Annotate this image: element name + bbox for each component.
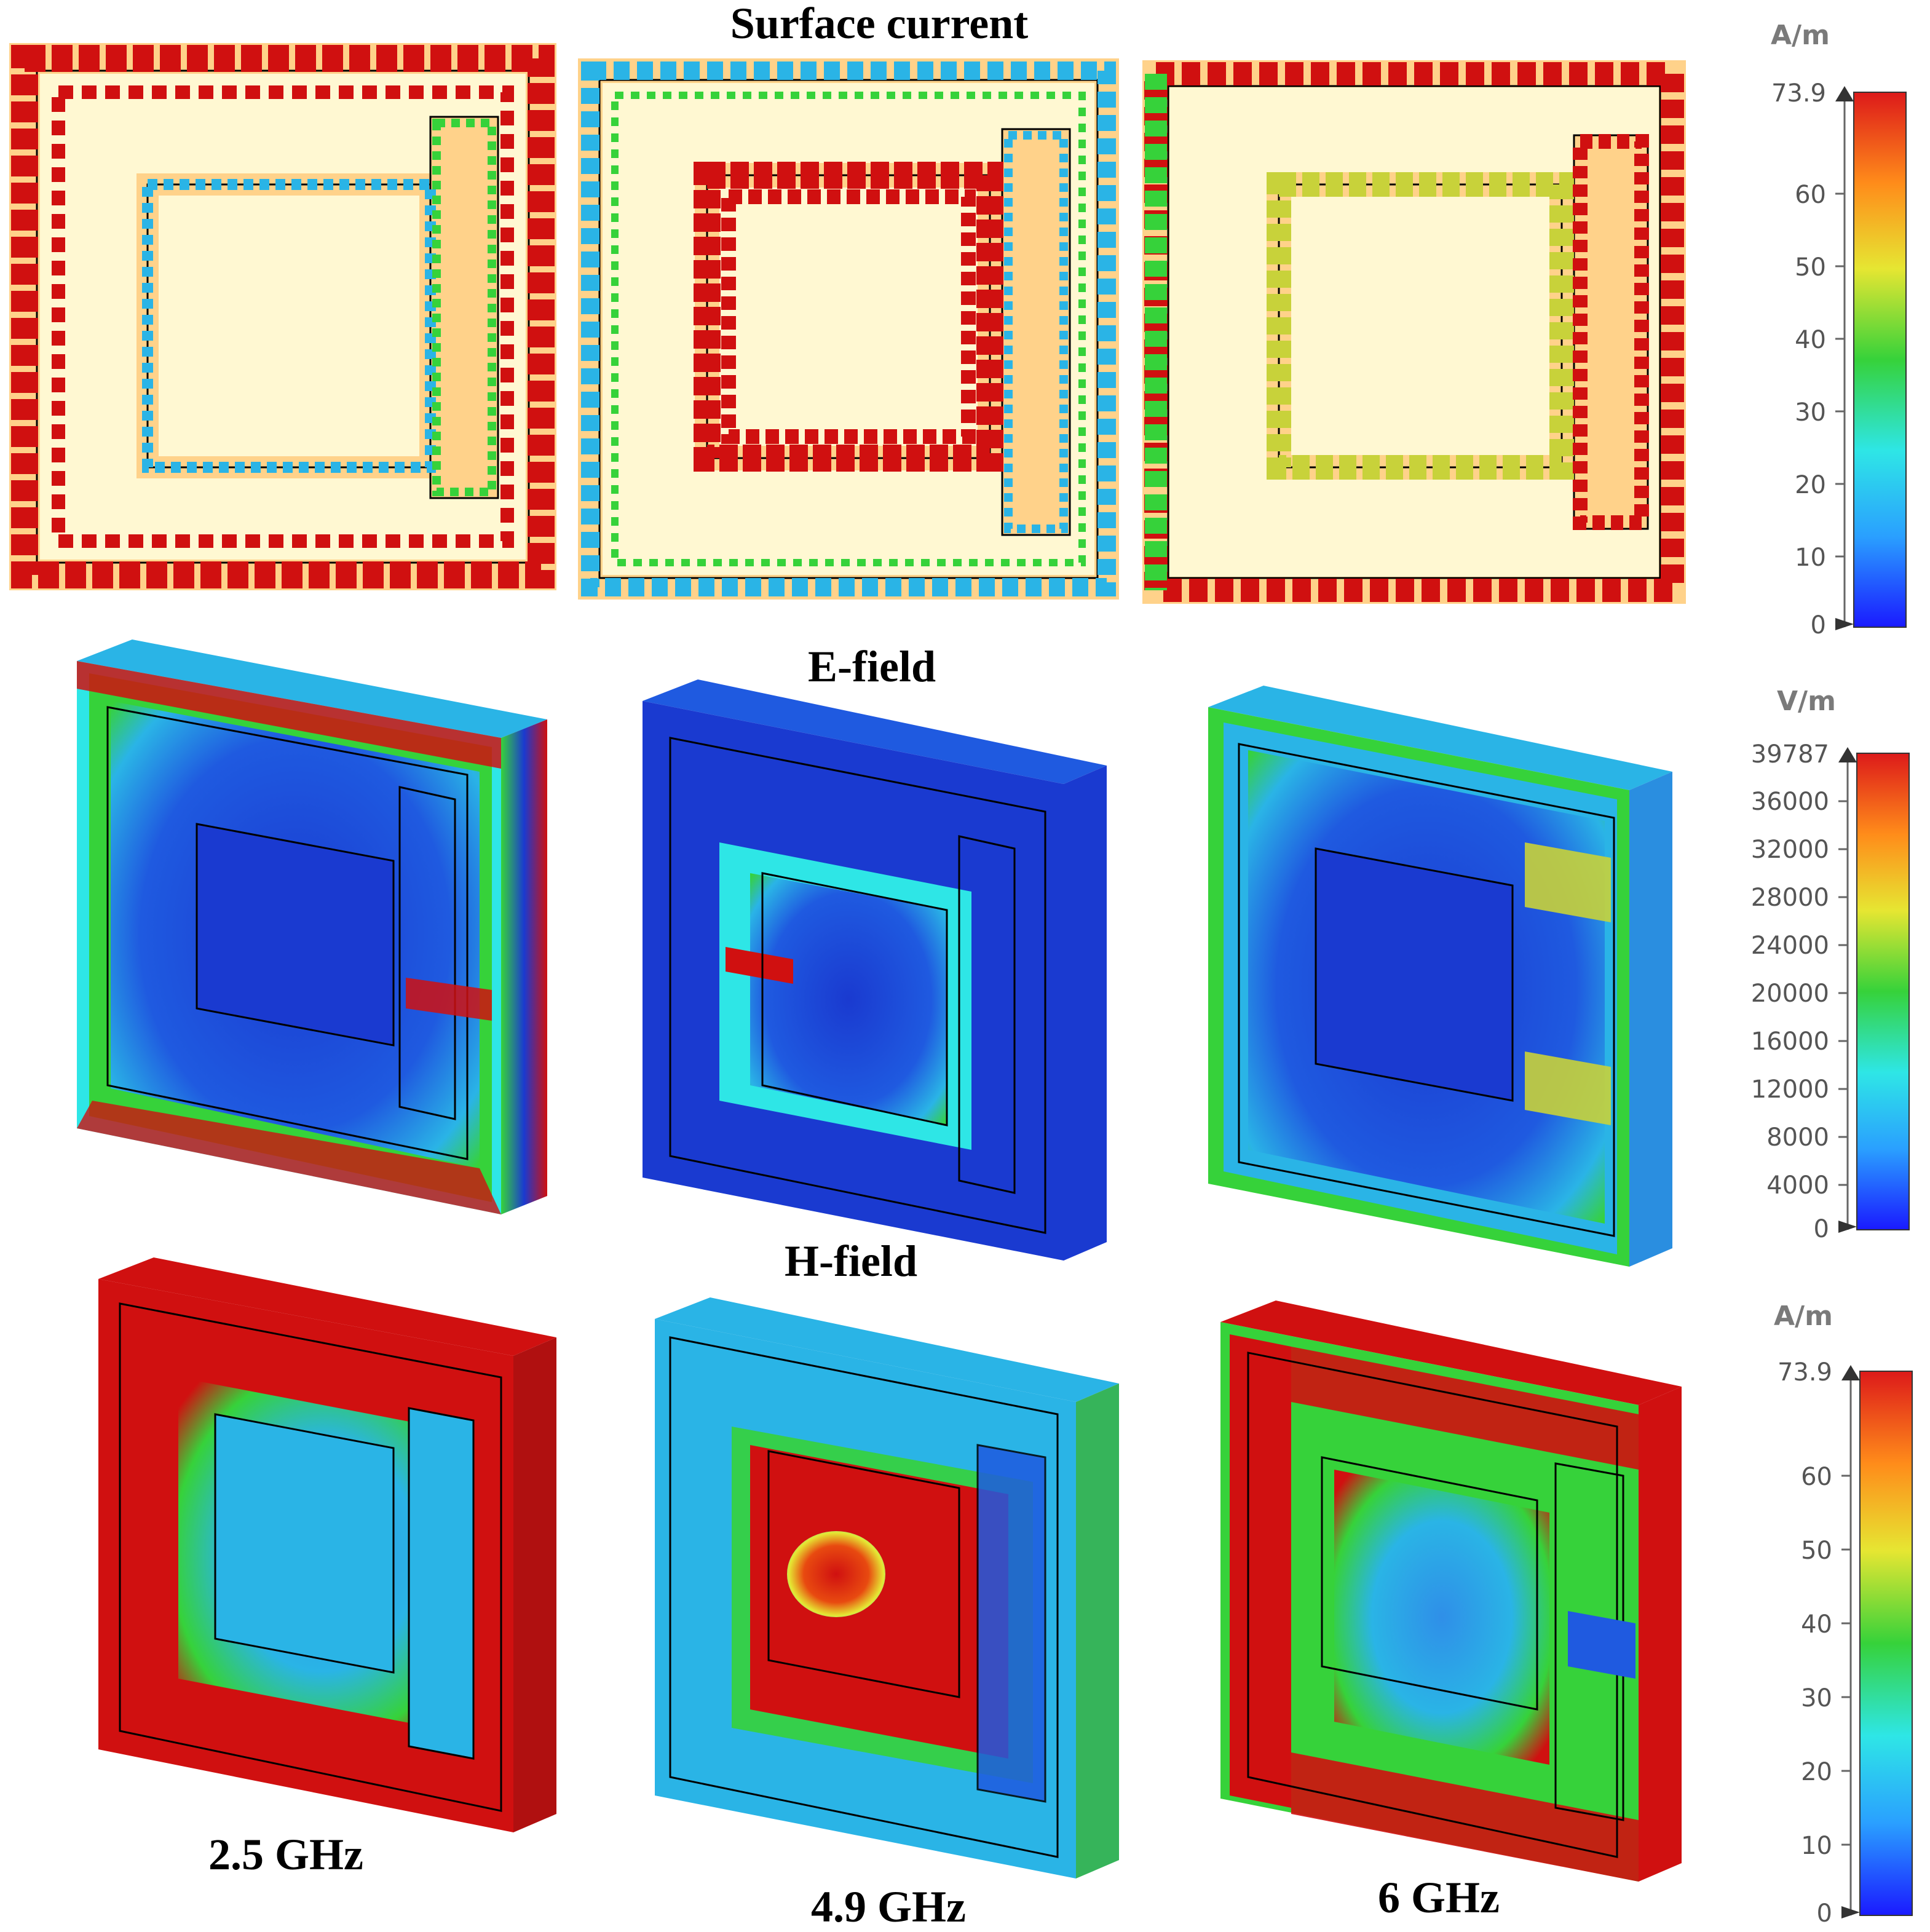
colorbar-unit: A/m xyxy=(1774,1301,1833,1332)
colorbar-ticks: 60 50 40 30 20 10 xyxy=(1795,181,1845,572)
colorbar-tick: 30 xyxy=(1795,398,1826,427)
colorbar-gradient xyxy=(1859,1371,1913,1916)
colorbar-tick: 28000 xyxy=(1751,884,1829,912)
colorbar-tick: 12000 xyxy=(1751,1075,1829,1104)
colorbar-tick: 20000 xyxy=(1751,980,1829,1008)
frequency-label-1: 2.5 GHz xyxy=(208,1830,363,1879)
title-e-field: E-field xyxy=(808,642,936,691)
e-field-panel-6ghz xyxy=(1208,686,1672,1267)
colorbar-min: 0 xyxy=(1817,1899,1832,1928)
colorbar-ticks: 36000 32000 28000 24000 20000 16000 1200… xyxy=(1751,788,1848,1200)
colorbar-unit: A/m xyxy=(1771,20,1830,51)
h-field-panel-4-9ghz xyxy=(655,1297,1119,1879)
colorbar-unit: V/m xyxy=(1777,686,1836,717)
colorbar-tick: 10 xyxy=(1801,1832,1832,1860)
colorbar-tick: 50 xyxy=(1795,253,1826,282)
colorbar-tick: 4000 xyxy=(1766,1171,1829,1200)
title-h-field: H-field xyxy=(785,1237,917,1286)
colorbar-tick: 10 xyxy=(1795,544,1826,572)
title-surface-current: Surface current xyxy=(730,0,1029,48)
colorbar-max: 73.9 xyxy=(1771,79,1826,108)
colorbar-tick: 32000 xyxy=(1751,836,1829,864)
colorbar-tick: 60 xyxy=(1795,181,1826,209)
colorbar-gradient xyxy=(1856,753,1910,1230)
colorbar-e-field: V/m 39787 36000 32000 28000 24000 20000 … xyxy=(1751,686,1910,1243)
colorbar-tick: 16000 xyxy=(1751,1027,1829,1056)
colorbar-max: 73.9 xyxy=(1778,1358,1832,1387)
colorbar-min: 0 xyxy=(1811,611,1826,639)
e-field-panel-4-9ghz xyxy=(643,679,1107,1261)
surface-current-panel-2-5ghz xyxy=(9,43,556,590)
colorbar-tick: 8000 xyxy=(1766,1123,1829,1152)
colorbar-ticks: 60 50 40 30 20 10 xyxy=(1801,1463,1851,1860)
frequency-label-2: 4.9 GHz xyxy=(811,1882,966,1931)
colorbar-tick: 50 xyxy=(1801,1537,1832,1565)
h-field-panel-6ghz xyxy=(1220,1301,1682,1882)
e-field-panel-2-5ghz xyxy=(77,639,547,1214)
h-field-panel-2-5ghz xyxy=(98,1257,556,1832)
colorbar-tick: 20 xyxy=(1795,471,1826,499)
colorbar-max: 39787 xyxy=(1751,740,1829,769)
surface-current-panel-4-9ghz xyxy=(578,58,1119,600)
colorbar-gradient xyxy=(1853,92,1907,628)
colorbar-tick: 30 xyxy=(1801,1684,1832,1712)
colorbar-tick: 20 xyxy=(1801,1758,1832,1786)
surface-current-panel-6ghz xyxy=(1142,60,1686,604)
colorbar-tick: 40 xyxy=(1801,1610,1832,1639)
colorbar-tick: 36000 xyxy=(1751,788,1829,816)
frequency-label-3: 6 GHz xyxy=(1378,1873,1500,1922)
colorbar-h-field: A/m 73.9 60 50 40 30 20 10 0 xyxy=(1774,1301,1913,1928)
colorbar-tick: 24000 xyxy=(1751,932,1829,960)
colorbar-min: 0 xyxy=(1814,1215,1829,1243)
colorbar-tick: 60 xyxy=(1801,1463,1832,1491)
colorbar-surface-current: A/m 73.9 60 50 40 30 20 10 0 xyxy=(1771,20,1907,639)
colorbar-tick: 40 xyxy=(1795,326,1826,354)
